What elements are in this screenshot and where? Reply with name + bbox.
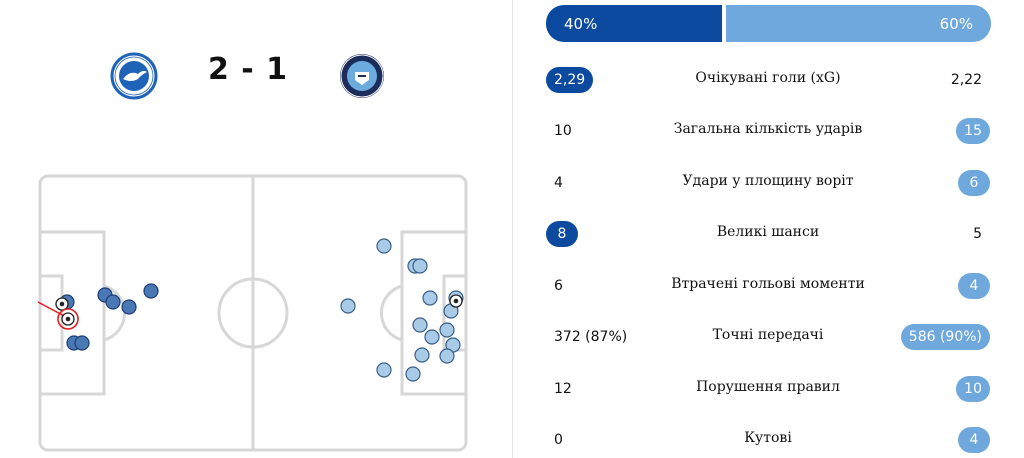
away-shot-marker[interactable] xyxy=(376,238,392,254)
brighton-crest-icon xyxy=(110,52,158,100)
stat-row: 10 Загальна кількість ударів 15 xyxy=(520,115,1020,145)
away-shot-marker[interactable] xyxy=(414,347,430,363)
stat-away-value: 10 xyxy=(956,376,990,402)
away-possession-bar: 60% xyxy=(726,5,991,42)
stat-label: Очікувані голи (xG) xyxy=(695,70,841,86)
stat-label: Порушення правил xyxy=(696,379,840,395)
stat-away-value: 15 xyxy=(956,118,990,144)
shot-map xyxy=(38,174,468,452)
away-shot-marker[interactable] xyxy=(340,298,356,314)
stat-label: Удари у площину воріт xyxy=(682,173,854,189)
away-shot-marker[interactable] xyxy=(405,366,421,382)
home-shot-marker[interactable] xyxy=(121,299,137,315)
score-separator: - xyxy=(241,52,255,87)
goal-ball-icon[interactable] xyxy=(449,294,463,308)
away-score: 1 xyxy=(266,52,289,87)
stat-home-value: 6 xyxy=(554,278,563,294)
away-shot-marker[interactable] xyxy=(439,348,455,364)
stat-away-value: 4 xyxy=(958,273,990,299)
stat-away-value: 2,22 xyxy=(950,72,982,88)
stat-row: 4 Удари у площину воріт 6 xyxy=(520,167,1020,197)
stat-home-value: 0 xyxy=(554,432,563,448)
stat-home-value: 10 xyxy=(554,123,572,139)
stat-away-value: 586 (90%) xyxy=(900,324,990,350)
stat-label: Кутові xyxy=(744,430,792,446)
away-shot-marker[interactable] xyxy=(412,258,428,274)
stat-home-value: 4 xyxy=(554,175,563,191)
away-shot-marker[interactable] xyxy=(424,329,440,345)
stat-label: Втрачені гольові моменти xyxy=(671,276,865,292)
shot-markers xyxy=(38,238,464,382)
home-team-crest[interactable] xyxy=(110,52,158,100)
home-score: 2 xyxy=(207,52,230,87)
away-team-crest[interactable] xyxy=(338,52,386,100)
stat-label: Загальна кількість ударів xyxy=(673,121,863,137)
stat-away-value: 4 xyxy=(958,427,990,453)
manchester-city-crest-icon xyxy=(340,54,384,98)
stat-home-value: 2,29 xyxy=(546,67,594,93)
stat-home-value: 8 xyxy=(546,221,578,247)
stat-home-value: 12 xyxy=(554,381,572,397)
away-possession-value: 60% xyxy=(939,14,973,33)
pitch-lines xyxy=(38,174,468,452)
stat-label: Великі шанси xyxy=(716,224,820,240)
match-summary-panel: 2 - 1 xyxy=(38,52,468,452)
away-shot-marker[interactable] xyxy=(412,317,428,333)
home-possession-bar: 40% xyxy=(546,5,722,42)
away-shot-marker[interactable] xyxy=(422,290,438,306)
stat-row: 2,29 Очікувані голи (xG) 2,22 xyxy=(520,64,1020,94)
stat-row: 0 Кутові 4 xyxy=(520,424,1020,454)
away-shot-marker[interactable] xyxy=(376,362,392,378)
stat-home-value: 372 (87%) xyxy=(554,329,628,345)
stat-away-value: 6 xyxy=(958,170,990,196)
home-shot-marker[interactable] xyxy=(105,294,121,310)
stat-label: Точні передачі xyxy=(712,327,824,343)
stat-row: 6 Втрачені гольові моменти 4 xyxy=(520,270,1020,300)
stat-row: 372 (87%) Точні передачі 586 (90%) xyxy=(520,321,1020,351)
home-possession-value: 40% xyxy=(564,14,598,33)
home-shot-marker[interactable] xyxy=(143,283,159,299)
match-statistics-panel: 40% 60% 2,29 Очікувані голи (xG) 2,22 10 Заг… xyxy=(520,0,1020,458)
home-shot-marker[interactable] xyxy=(74,335,90,351)
match-score: 2 - 1 xyxy=(198,52,298,87)
goal-ball-icon[interactable] xyxy=(55,297,69,311)
stat-row: 12 Порушення правил 10 xyxy=(520,373,1020,403)
panel-divider xyxy=(512,0,513,458)
stat-row: 8 Великі шанси 5 xyxy=(520,218,1020,248)
stat-away-value: 5 xyxy=(973,226,982,242)
goal-ball-icon[interactable] xyxy=(57,308,79,330)
away-shot-marker[interactable] xyxy=(439,322,455,338)
